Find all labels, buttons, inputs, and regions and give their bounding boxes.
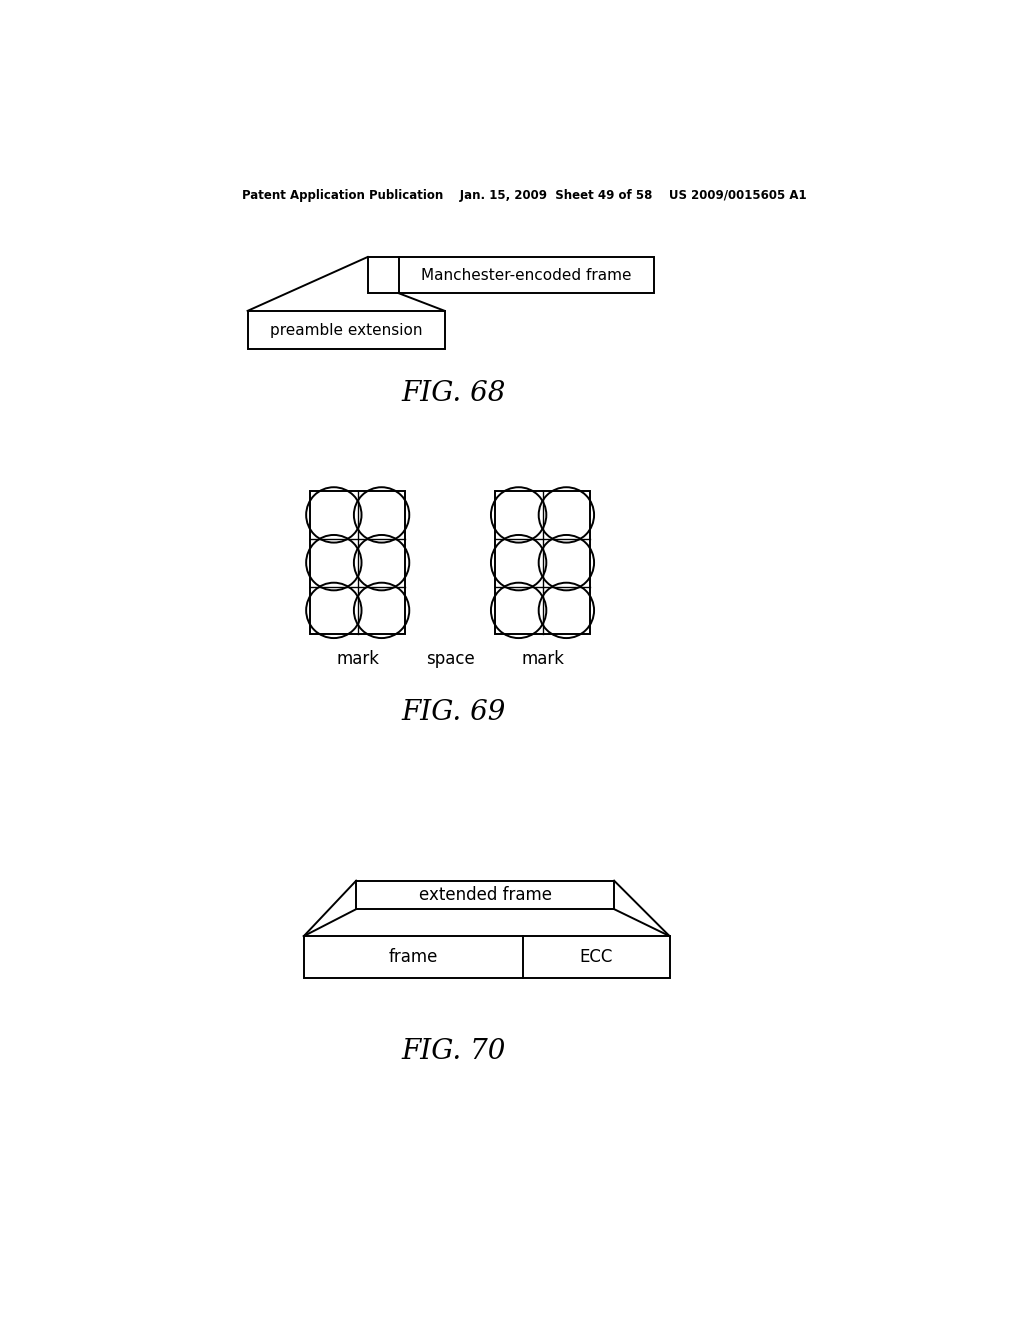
Text: Patent Application Publication    Jan. 15, 2009  Sheet 49 of 58    US 2009/00156: Patent Application Publication Jan. 15, …: [243, 189, 807, 202]
Text: extended frame: extended frame: [419, 886, 552, 904]
Text: FIG. 69: FIG. 69: [401, 700, 506, 726]
Text: mark: mark: [521, 649, 564, 668]
Text: preamble extension: preamble extension: [270, 322, 423, 338]
Text: mark: mark: [336, 649, 379, 668]
Text: ECC: ECC: [580, 948, 613, 966]
Text: frame: frame: [389, 948, 438, 966]
Text: FIG. 70: FIG. 70: [401, 1038, 506, 1065]
Text: space: space: [426, 649, 474, 668]
Text: Manchester-encoded frame: Manchester-encoded frame: [421, 268, 632, 282]
Text: FIG. 68: FIG. 68: [401, 380, 506, 407]
